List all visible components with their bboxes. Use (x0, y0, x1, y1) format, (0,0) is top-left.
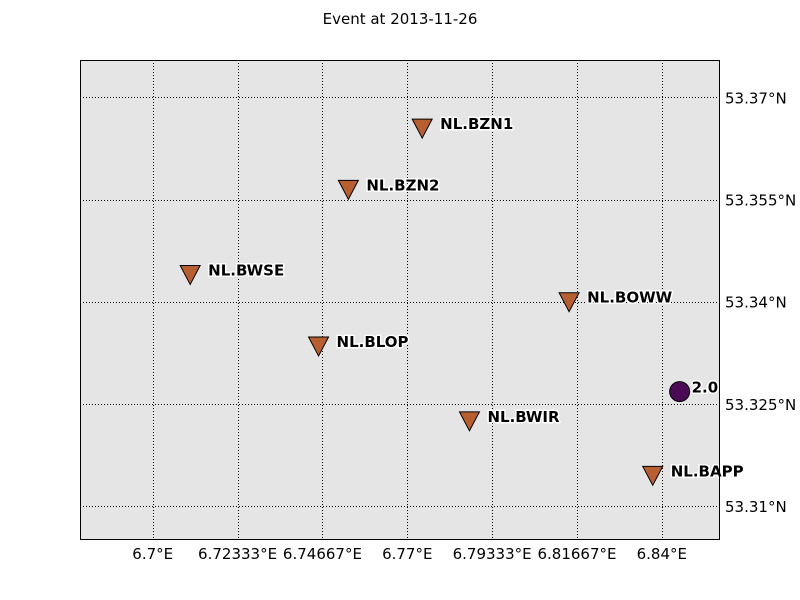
lat-tick-label: 53.325°N (725, 396, 796, 414)
lon-tick-label: 6.72333°E (198, 545, 277, 563)
station-label: NL.BWSE (208, 261, 284, 279)
map-plot-area (80, 60, 720, 540)
station-nl-boww: NL.BOWW (558, 287, 674, 313)
event-marker-group: 2.0 (669, 377, 720, 403)
station-marker (458, 411, 481, 432)
lon-tick-label: 6.7°E (132, 545, 173, 563)
events-layer: 2.0 (669, 377, 720, 403)
lon-tick-label: 6.79333°E (453, 545, 532, 563)
station-marker (641, 465, 664, 487)
station-nl-bwse: NL.BWSE (179, 260, 286, 286)
lon-tick-label: 6.81667°E (537, 545, 616, 563)
station-marker (337, 179, 360, 201)
lon-tick-label: 6.84°E (637, 545, 687, 563)
station-nl-blop: NL.BLOP (307, 331, 410, 358)
station-nl-bwir: NL.BWIR (458, 406, 562, 432)
station-label: NL.BWIR (487, 408, 560, 426)
lon-tick-label: 6.77°E (382, 545, 432, 563)
event-magnitude-label: 2.0 (692, 379, 719, 397)
map-title: Event at 2013-11-26 (323, 10, 478, 28)
station-label: NL.BOWW (587, 289, 673, 307)
event-marker (669, 381, 691, 403)
latitude-axis: 53.31°N 53.325°N 53.34°N 53.355°N 53.37°N (725, 89, 796, 516)
station-nl-bzn2: NL.BZN2 (337, 175, 441, 201)
map-grid (80, 60, 720, 540)
stations-layer: NL.BZN1 NL.BZN2 NL.BWSE NL.BOWW NL.BLOP NL.BW… (179, 114, 745, 487)
station-nl-bapp: NL.BAPP (641, 461, 745, 487)
station-nl-bzn1: NL.BZN1 (411, 114, 515, 140)
lat-tick-label: 53.34°N (725, 294, 787, 312)
station-marker (558, 292, 580, 313)
lon-tick-label: 6.74667°E (283, 545, 362, 563)
station-marker (179, 264, 202, 286)
station-marker (411, 118, 434, 140)
station-label: NL.BAPP (671, 462, 744, 480)
station-label: NL.BLOP (337, 333, 409, 351)
station-label: NL.BZN2 (366, 176, 439, 194)
station-label: NL.BZN1 (440, 115, 513, 133)
longitude-axis: 6.7°E 6.72333°E 6.74667°E 6.77°E 6.79333°E 6.… (132, 545, 687, 563)
map-frame (80, 60, 720, 540)
lat-tick-label: 53.355°N (725, 192, 796, 210)
lat-tick-label: 53.31°N (725, 498, 787, 516)
station-marker (307, 336, 330, 358)
lat-tick-label: 53.37°N (725, 89, 787, 107)
